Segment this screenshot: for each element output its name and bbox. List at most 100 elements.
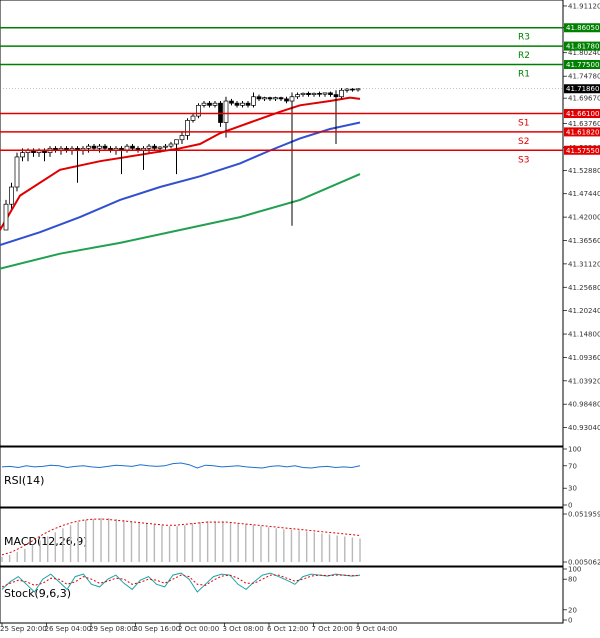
level-tag-r1: 41.77500 bbox=[566, 61, 599, 69]
price-tick-label: 41.91120 bbox=[568, 2, 600, 10]
candle-body bbox=[262, 97, 267, 100]
candle-body bbox=[251, 96, 256, 106]
indicator-tick-label: 100 bbox=[568, 446, 581, 454]
stochastic-label: Stock(9,6,3) bbox=[4, 587, 71, 600]
candle-body bbox=[102, 145, 108, 149]
candle-body bbox=[9, 186, 14, 205]
level-name-s3: S3 bbox=[518, 155, 529, 165]
candle-body bbox=[234, 102, 240, 106]
level-tag-bg bbox=[564, 109, 600, 119]
candle-body bbox=[229, 100, 234, 104]
candle-body bbox=[20, 152, 25, 158]
price-tick-label: 41.03920 bbox=[568, 377, 600, 385]
stochastic-ticks: 100 80 20 0 bbox=[563, 566, 581, 625]
time-tick-label: 30 Sep 16:00 bbox=[134, 625, 181, 633]
candle-body bbox=[300, 92, 306, 95]
candle-body bbox=[306, 92, 311, 95]
moving-averages bbox=[0, 96, 361, 270]
candle-body bbox=[168, 143, 174, 147]
level-name-s2: S2 bbox=[518, 137, 529, 147]
time-tick-label: 3 Oct 08:00 bbox=[223, 625, 264, 633]
candle-body bbox=[86, 145, 91, 149]
level-tag-s3: 41.57550 bbox=[566, 147, 599, 155]
candle-body bbox=[163, 145, 168, 148]
candle-body bbox=[256, 96, 262, 100]
indicator-tick-label: 100 bbox=[568, 566, 581, 574]
macd-ticks: 0.051959 0.005062 bbox=[563, 511, 600, 567]
candle-body bbox=[179, 135, 185, 141]
candle-body bbox=[212, 102, 218, 106]
price-tick-label: 41.14800 bbox=[568, 331, 600, 339]
rsi-panel-frame bbox=[0, 446, 564, 508]
candle-body bbox=[185, 120, 190, 136]
price-tick-label: 41.31120 bbox=[568, 260, 600, 268]
candle-body bbox=[278, 97, 284, 100]
candle-body bbox=[201, 102, 207, 106]
level-tag-s1: 41.66100 bbox=[566, 110, 599, 118]
level-tag-bg bbox=[564, 41, 600, 51]
candle-body bbox=[97, 145, 102, 149]
price-tick-label: 40.98480 bbox=[568, 401, 600, 409]
candle-body bbox=[344, 88, 350, 91]
macd-histogram bbox=[1, 518, 361, 562]
candle-body bbox=[3, 203, 9, 231]
current-price-marker: 41.71860 bbox=[0, 84, 600, 94]
time-tick-label: 9 Oct 04:00 bbox=[356, 625, 397, 633]
time-tick-label: 2 Oct 00:00 bbox=[178, 625, 219, 633]
rsi-ticks: 100 70 30 0 bbox=[563, 446, 581, 510]
price-tick-label: 41.25680 bbox=[568, 284, 600, 292]
time-tick-label: 26 Sep 04:00 bbox=[45, 625, 92, 633]
price-tick-label: 41.80240 bbox=[568, 49, 600, 57]
candles bbox=[3, 88, 361, 231]
indicator-tick-label: 80 bbox=[568, 576, 577, 584]
candle-body bbox=[240, 102, 245, 106]
candle-body bbox=[223, 100, 229, 123]
candle-body bbox=[157, 146, 163, 149]
level-tag-bg bbox=[564, 127, 600, 137]
candle-body bbox=[311, 92, 317, 95]
indicator-tick-label: 0 bbox=[568, 502, 572, 510]
price-tick-label: 41.69670 bbox=[568, 95, 600, 103]
rsi-line bbox=[1, 462, 361, 469]
pivot-levels: 41.86050 R3 41.81780 R2 41.77500 R1 41.66100 S1… bbox=[0, 23, 600, 165]
indicator-tick-label: 70 bbox=[568, 462, 577, 470]
candle-body bbox=[322, 92, 328, 95]
candle-body bbox=[284, 98, 289, 102]
level-name-r2: R2 bbox=[518, 51, 530, 61]
time-tick-label: 7 Oct 20:00 bbox=[312, 625, 353, 633]
level-name-r1: R1 bbox=[518, 70, 530, 80]
moving-average-line-1 bbox=[0, 96, 361, 231]
level-name-s1: S1 bbox=[518, 119, 529, 129]
current-price-tag-bg bbox=[564, 84, 600, 94]
macd-panel: MACD(12,26,9) 0.051959 0.005062 bbox=[0, 507, 600, 567]
candle-body bbox=[130, 145, 135, 149]
indicator-tick-label: 0.005062 bbox=[568, 559, 600, 567]
candle-body bbox=[350, 88, 355, 91]
candle-body bbox=[146, 145, 152, 149]
price-tick-label: 41.47440 bbox=[568, 190, 600, 198]
time-tick-label: 6 Oct 12:00 bbox=[267, 625, 308, 633]
moving-average-line-2 bbox=[0, 121, 361, 247]
candle-body bbox=[91, 145, 97, 149]
level-name-r3: R3 bbox=[518, 33, 530, 43]
price-tick-label: 41.74780 bbox=[568, 73, 600, 81]
level-tag-r3: 41.86050 bbox=[566, 24, 599, 32]
price-panel: 41.91120 41.86050 41.80240 41.74780 41.69670… bbox=[0, 0, 600, 447]
candle-body bbox=[207, 102, 212, 106]
candle-body bbox=[295, 94, 300, 98]
moving-average-line-3 bbox=[0, 173, 361, 270]
price-tick-label: 41.42000 bbox=[568, 214, 600, 222]
current-price-tag: 41.71860 bbox=[566, 85, 599, 93]
indicator-tick-label: 30 bbox=[568, 485, 577, 493]
rsi-label: RSI(14) bbox=[4, 474, 44, 487]
stochastic-main-line bbox=[1, 572, 361, 593]
price-panel-frame bbox=[0, 0, 564, 447]
candle-body bbox=[245, 102, 251, 106]
indicator-tick-label: 20 bbox=[568, 606, 577, 614]
candle-body bbox=[267, 97, 273, 100]
candle-body bbox=[152, 145, 157, 149]
price-tick-label: 41.20240 bbox=[568, 307, 600, 315]
candle-body bbox=[317, 92, 322, 95]
time-tick-label: 29 Sep 08:00 bbox=[89, 625, 136, 633]
level-tag-bg bbox=[564, 60, 600, 70]
